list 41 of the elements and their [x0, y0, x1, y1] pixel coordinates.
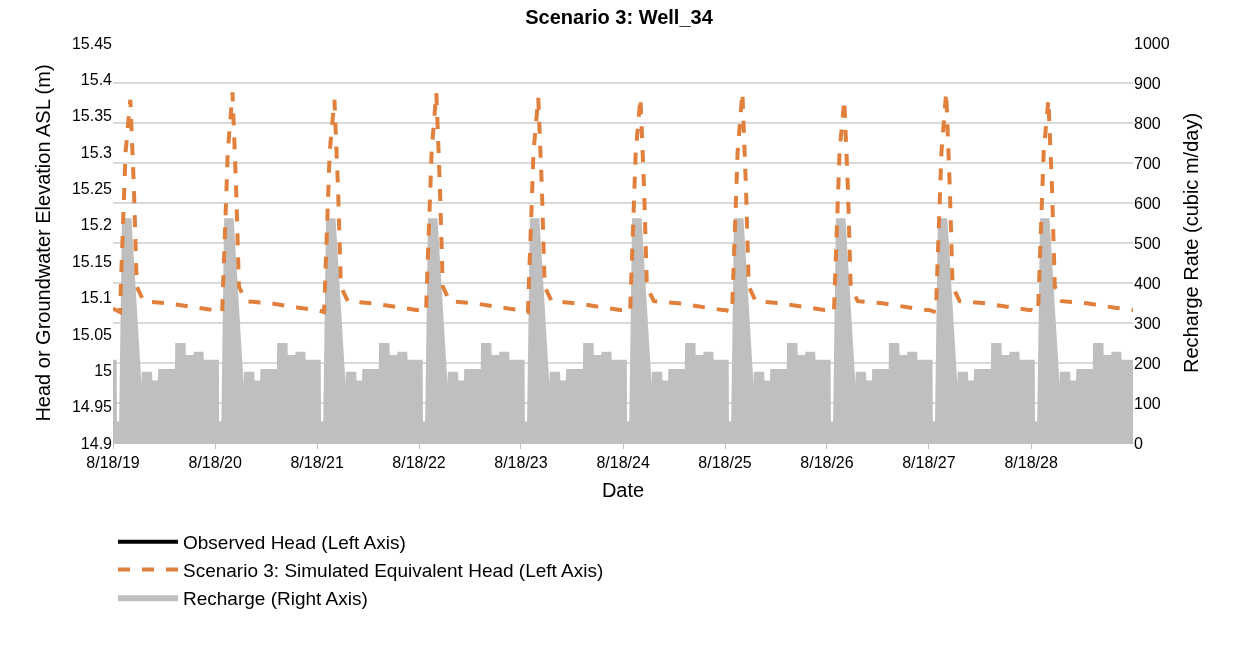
legend-label: Recharge (Right Axis) [183, 587, 368, 609]
x-tick-label: 8/18/21 [290, 454, 344, 472]
x-tick-label: 8/18/28 [1004, 454, 1058, 472]
y2-tick-label: 0 [1134, 434, 1143, 452]
chart-title: Scenario 3: Well_34 [525, 5, 714, 28]
y2-tick-label: 100 [1134, 394, 1161, 412]
y2-tick-label: 500 [1134, 234, 1161, 252]
y-tick-label: 14.9 [80, 434, 113, 452]
y-tick-label: 15.2 [80, 216, 113, 234]
y-tick-label: 15 [94, 361, 113, 379]
x-tick-label: 8/18/23 [494, 454, 548, 472]
x-tick-label: 8/18/20 [188, 454, 242, 472]
x-tick-label: 8/18/24 [596, 454, 650, 472]
legend-label: Scenario 3: Simulated Equivalent Head (Left Axis) [183, 559, 604, 581]
y-tick-label: 15.05 [71, 325, 113, 343]
y2-tick-label: 700 [1134, 154, 1161, 172]
x-tick-label: 8/18/26 [800, 454, 854, 472]
y2-tick-label: 200 [1134, 354, 1161, 372]
y-tick-label: 15.25 [71, 180, 113, 198]
y2-axis-title: Recharge Rate (cubic m/day) [1180, 112, 1203, 374]
x-axis-title: Date [601, 478, 645, 501]
y2-tick-label: 600 [1134, 194, 1161, 212]
y-tick-label: 14.95 [71, 398, 113, 416]
y-tick-label: 15.4 [80, 70, 113, 88]
x-tick-label: 8/18/19 [86, 454, 140, 472]
x-tick-label: 8/18/25 [698, 454, 752, 472]
y-tick-label: 15.1 [80, 289, 113, 307]
line-series [113, 90, 1133, 315]
y-axis-title: Head or Groundwater Elevation ASL (m) [32, 64, 55, 422]
y-tick-label: 15.35 [71, 107, 113, 125]
x-tick-label: 8/18/22 [392, 454, 446, 472]
y-tick-label: 15.3 [80, 143, 113, 161]
y2-tick-label: 1000 [1134, 34, 1170, 52]
y2-tick-label: 300 [1134, 314, 1161, 332]
x-tick-label: 8/18/27 [902, 454, 956, 472]
y2-tick-label: 800 [1134, 114, 1161, 132]
y2-tick-label: 900 [1134, 74, 1161, 92]
y2-tick-label: 400 [1134, 274, 1161, 292]
legend-label: Observed Head (Left Axis) [183, 532, 406, 554]
y-tick-label: 15.15 [71, 252, 113, 270]
y-tick-label: 15.45 [71, 34, 113, 52]
